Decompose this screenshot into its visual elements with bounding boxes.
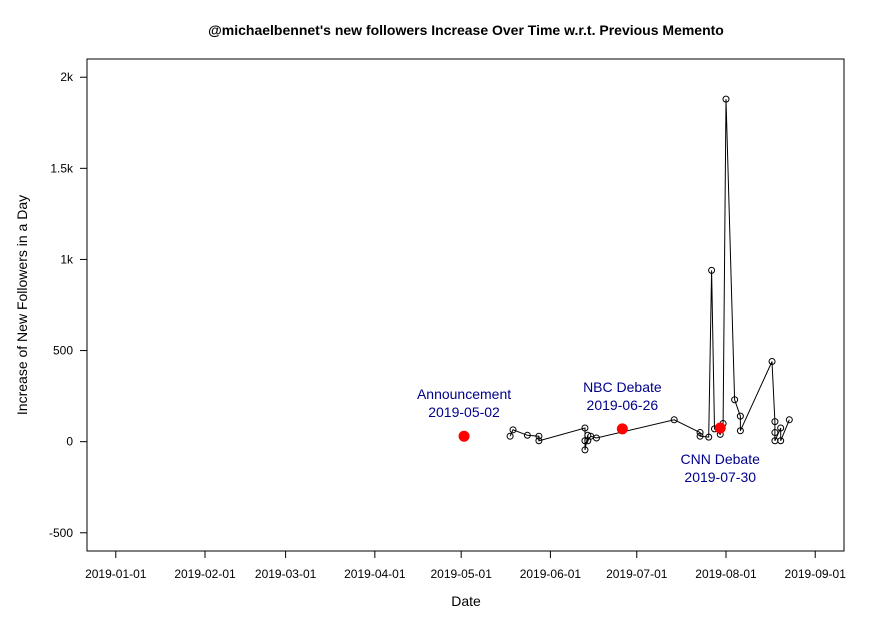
x-tick-label: 2019-01-01 <box>85 567 147 581</box>
event-label: Announcement <box>417 386 511 402</box>
events-layer: Announcement 2019-05-02 NBC Debate 2019-06-… <box>417 379 760 485</box>
x-tick-label: 2019-03-01 <box>255 567 317 581</box>
data-point <box>736 427 744 435</box>
event-date-label: 2019-05-02 <box>428 404 500 420</box>
y-tick-label: 1.5k <box>50 161 74 175</box>
event-label: NBC Debate <box>583 379 662 395</box>
data-point <box>523 431 531 439</box>
x-tick-label: 2019-02-01 <box>174 567 236 581</box>
data-point <box>535 432 543 440</box>
data-point <box>736 412 744 420</box>
data-point <box>506 432 514 440</box>
data-point <box>731 396 739 404</box>
x-tick-label: 2019-04-01 <box>344 567 406 581</box>
event-marker <box>616 423 628 435</box>
data-point <box>696 429 704 437</box>
data-point <box>708 266 716 274</box>
data-point <box>670 416 678 424</box>
y-tick-label: 2k <box>60 70 74 84</box>
event-marker <box>714 422 726 434</box>
y-tick-label: 0 <box>66 435 73 449</box>
data-point <box>785 416 793 424</box>
series-line <box>509 99 790 450</box>
data-point <box>768 357 776 365</box>
data-point <box>581 424 589 432</box>
y-tick-label: 500 <box>53 344 73 358</box>
data-point <box>581 446 589 454</box>
x-axis-label: Date <box>451 593 481 609</box>
event-label: CNN Debate <box>681 451 761 467</box>
data-point <box>777 437 785 445</box>
data-point <box>584 431 592 439</box>
chart-title: @michaelbennet's new followers Increase … <box>208 22 724 38</box>
x-tick-label: 2019-09-01 <box>785 567 847 581</box>
data-point <box>705 433 713 441</box>
event-date-label: 2019-06-26 <box>587 397 659 413</box>
y-axis-label: Increase of New Followers in a Day <box>14 195 30 415</box>
data-point <box>771 418 779 426</box>
data-point <box>722 95 730 103</box>
data-point <box>535 437 543 445</box>
data-point <box>592 434 600 442</box>
data-point <box>581 437 589 445</box>
x-tick-label: 2019-05-01 <box>430 567 492 581</box>
y-axis: -500 0 500 1k 1.5k 2k <box>49 70 88 540</box>
y-tick-label: -500 <box>49 526 73 540</box>
y-tick-label: 1k <box>60 252 74 266</box>
data-point <box>777 424 785 432</box>
event-marker <box>458 430 470 442</box>
event-date-label: 2019-07-30 <box>684 469 756 485</box>
x-tick-label: 2019-06-01 <box>520 567 582 581</box>
data-point <box>771 429 779 437</box>
x-tick-label: 2019-07-01 <box>606 567 668 581</box>
x-tick-label: 2019-08-01 <box>695 567 757 581</box>
data-point <box>509 426 517 434</box>
data-point <box>696 432 704 440</box>
x-axis: 2019-01-01 2019-02-01 2019-03-01 2019-04-01… <box>85 550 847 581</box>
